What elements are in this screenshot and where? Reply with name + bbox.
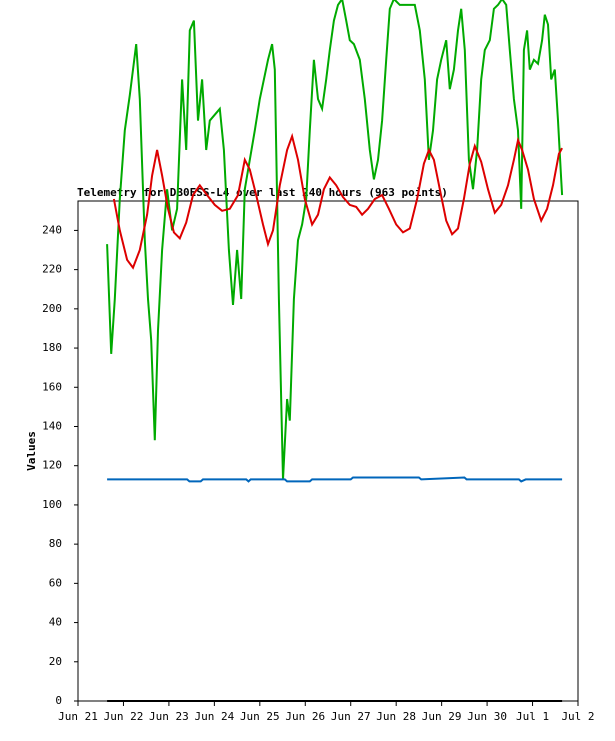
y-tick-label: 240: [42, 223, 62, 236]
x-tick-label: Jun 24: [194, 710, 234, 723]
y-tick-label: 60: [49, 576, 62, 589]
x-tick-label: Jun 25: [240, 710, 280, 723]
x-tick-label: Jun 22: [104, 710, 144, 723]
x-tick-label: Jun 29: [422, 710, 462, 723]
x-tick-label: Jul 2: [561, 710, 594, 723]
y-tick-label: 80: [49, 537, 62, 550]
y-tick-label: 160: [42, 380, 62, 393]
y-tick-label: 0: [55, 694, 62, 707]
y-tick-label: 220: [42, 263, 62, 276]
x-tick-label: Jun 28: [376, 710, 416, 723]
x-tick-label: Jul 1: [516, 710, 549, 723]
x-tick-label: Jun 23: [149, 710, 189, 723]
chart-title: Telemetry for DB0ESS-L4 over last 240 ho…: [77, 186, 448, 199]
y-tick-label: 200: [42, 302, 62, 315]
series-line: [112, 132, 563, 270]
y-tick-label: 120: [42, 459, 62, 472]
y-tick-label: 180: [42, 341, 62, 354]
y-tick-label: 140: [42, 419, 62, 432]
x-tick-label: Jun 21: [58, 710, 98, 723]
series-line: [106, 0, 564, 480]
y-tick-label: 20: [49, 655, 62, 668]
x-tick-label: Jun 27: [331, 710, 371, 723]
y-axis-label: Values: [25, 431, 38, 471]
x-tick-label: Jun 30: [467, 710, 507, 723]
plot-frame: [77, 200, 579, 702]
y-tick-label: 40: [49, 616, 62, 629]
y-tick-label: 100: [42, 498, 62, 511]
series-line: [107, 476, 563, 483]
x-tick-label: Jun 26: [285, 710, 325, 723]
